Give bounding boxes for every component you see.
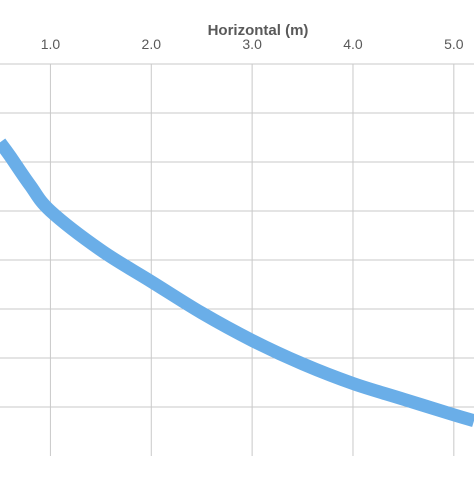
series-line: [0, 138, 474, 427]
x-tick-label: 3.0: [242, 36, 262, 52]
tick-labels: 1.0 2.0 3.0 4.0 5.0: [41, 36, 464, 52]
x-tick-label: 5.0: [444, 36, 464, 52]
x-tick-label: 1.0: [41, 36, 61, 52]
x-tick-label: 2.0: [142, 36, 162, 52]
x-tick-label: 4.0: [343, 36, 363, 52]
grid-layer: [0, 63, 474, 456]
series-layer: [0, 138, 474, 427]
x-axis-title: Horizontal (m): [208, 22, 309, 39]
